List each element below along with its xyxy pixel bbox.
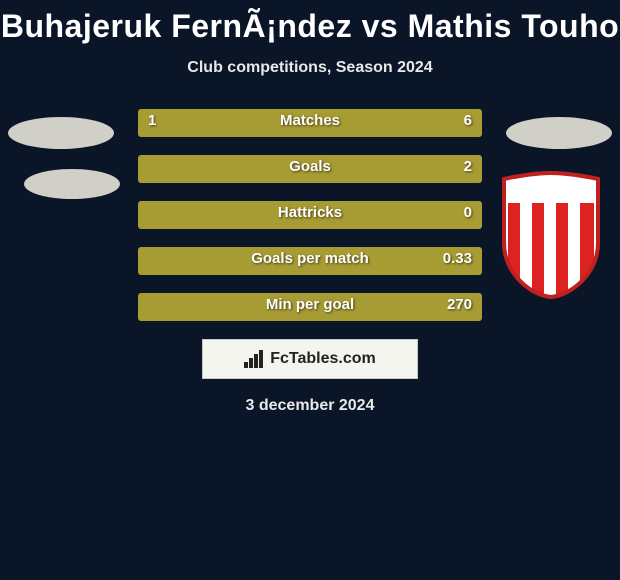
brand-label: FcTables.com bbox=[270, 350, 376, 368]
brand-box[interactable]: FcTables.com bbox=[202, 339, 418, 379]
metric-label: Min per goal bbox=[266, 296, 354, 313]
metric-bars: 1 Matches 6 Goals 2 Hattricks 0 Goals pe… bbox=[138, 109, 482, 321]
crest-stripe bbox=[508, 203, 520, 297]
metric-label: Goals per match bbox=[251, 250, 369, 267]
metric-right-value: 2 bbox=[464, 158, 472, 175]
metric-right-value: 0.33 bbox=[443, 250, 472, 267]
metric-row: Min per goal 270 bbox=[138, 293, 482, 321]
metric-label: Matches bbox=[280, 112, 340, 129]
metric-label: Hattricks bbox=[278, 204, 342, 221]
crest-stripe bbox=[556, 203, 568, 297]
page-title: Buhajeruk FernÃ¡ndez vs Mathis Touho bbox=[0, 0, 620, 45]
crest-stripe bbox=[532, 203, 544, 297]
right-emblem-1 bbox=[506, 117, 612, 149]
subtitle: Club competitions, Season 2024 bbox=[0, 59, 620, 77]
left-emblem-2 bbox=[24, 169, 120, 199]
left-emblem-1 bbox=[8, 117, 114, 149]
brand-text: FcTables.com bbox=[244, 350, 376, 368]
metric-row: Goals 2 bbox=[138, 155, 482, 183]
metric-row: Hattricks 0 bbox=[138, 201, 482, 229]
metric-row: 1 Matches 6 bbox=[138, 109, 482, 137]
metric-right-value: 270 bbox=[447, 296, 472, 313]
metric-row: Goals per match 0.33 bbox=[138, 247, 482, 275]
crest-stripe bbox=[544, 203, 556, 297]
bars-icon bbox=[244, 350, 266, 368]
metric-label: Goals bbox=[289, 158, 331, 175]
comparison-panel: 1 Matches 6 Goals 2 Hattricks 0 Goals pe… bbox=[0, 109, 620, 415]
metric-right-value: 6 bbox=[464, 112, 472, 129]
date-text: 3 december 2024 bbox=[0, 397, 620, 415]
metric-right-value: 0 bbox=[464, 204, 472, 221]
club-crest bbox=[500, 171, 602, 299]
metric-left-value: 1 bbox=[148, 112, 156, 129]
